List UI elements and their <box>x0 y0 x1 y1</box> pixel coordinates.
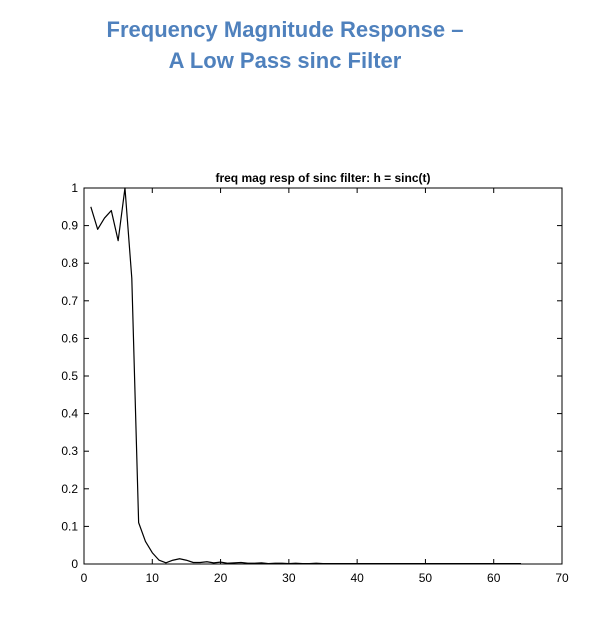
y-tick-label-7: 0.7 <box>61 294 78 308</box>
plot-area-frame <box>83 187 563 565</box>
slide-title-line-1: Frequency Magnitude Response – <box>106 17 464 42</box>
y-axis-ticks: 0 0.1 0.2 0.3 0.4 0.5 0.6 0.7 0.8 0.9 1 <box>61 181 562 571</box>
y-tick-label-4: 0.4 <box>61 407 78 421</box>
slide-title: Frequency Magnitude Response – A Low Pas… <box>0 14 570 76</box>
y-tick-label-1: 0.1 <box>61 519 78 533</box>
x-axis-ticks: 0 10 20 30 40 50 60 70 <box>81 188 569 585</box>
slide-title-line-2: A Low Pass sinc Filter <box>168 48 402 73</box>
chart-title: freq mag resp of sinc filter: h = sinc(t… <box>215 171 430 185</box>
x-tick-label-7: 70 <box>555 571 569 585</box>
y-tick-label-8: 0.8 <box>61 256 78 270</box>
x-tick-label-6: 60 <box>487 571 501 585</box>
y-tick-label-10: 1 <box>71 181 78 195</box>
x-tick-label-2: 20 <box>214 571 228 585</box>
magnitude-response-line <box>90 187 522 565</box>
y-tick-label-0: 0 <box>71 557 78 571</box>
y-tick-label-6: 0.6 <box>61 331 78 345</box>
x-tick-label-3: 30 <box>282 571 296 585</box>
y-tick-label-5: 0.5 <box>61 369 78 383</box>
x-tick-label-0: 0 <box>81 571 88 585</box>
x-tick-label-4: 40 <box>350 571 364 585</box>
y-tick-label-2: 0.2 <box>61 482 78 496</box>
x-tick-label-5: 50 <box>419 571 433 585</box>
y-tick-label-9: 0.9 <box>61 219 78 233</box>
y-tick-label-3: 0.3 <box>61 444 78 458</box>
x-tick-label-1: 10 <box>146 571 160 585</box>
